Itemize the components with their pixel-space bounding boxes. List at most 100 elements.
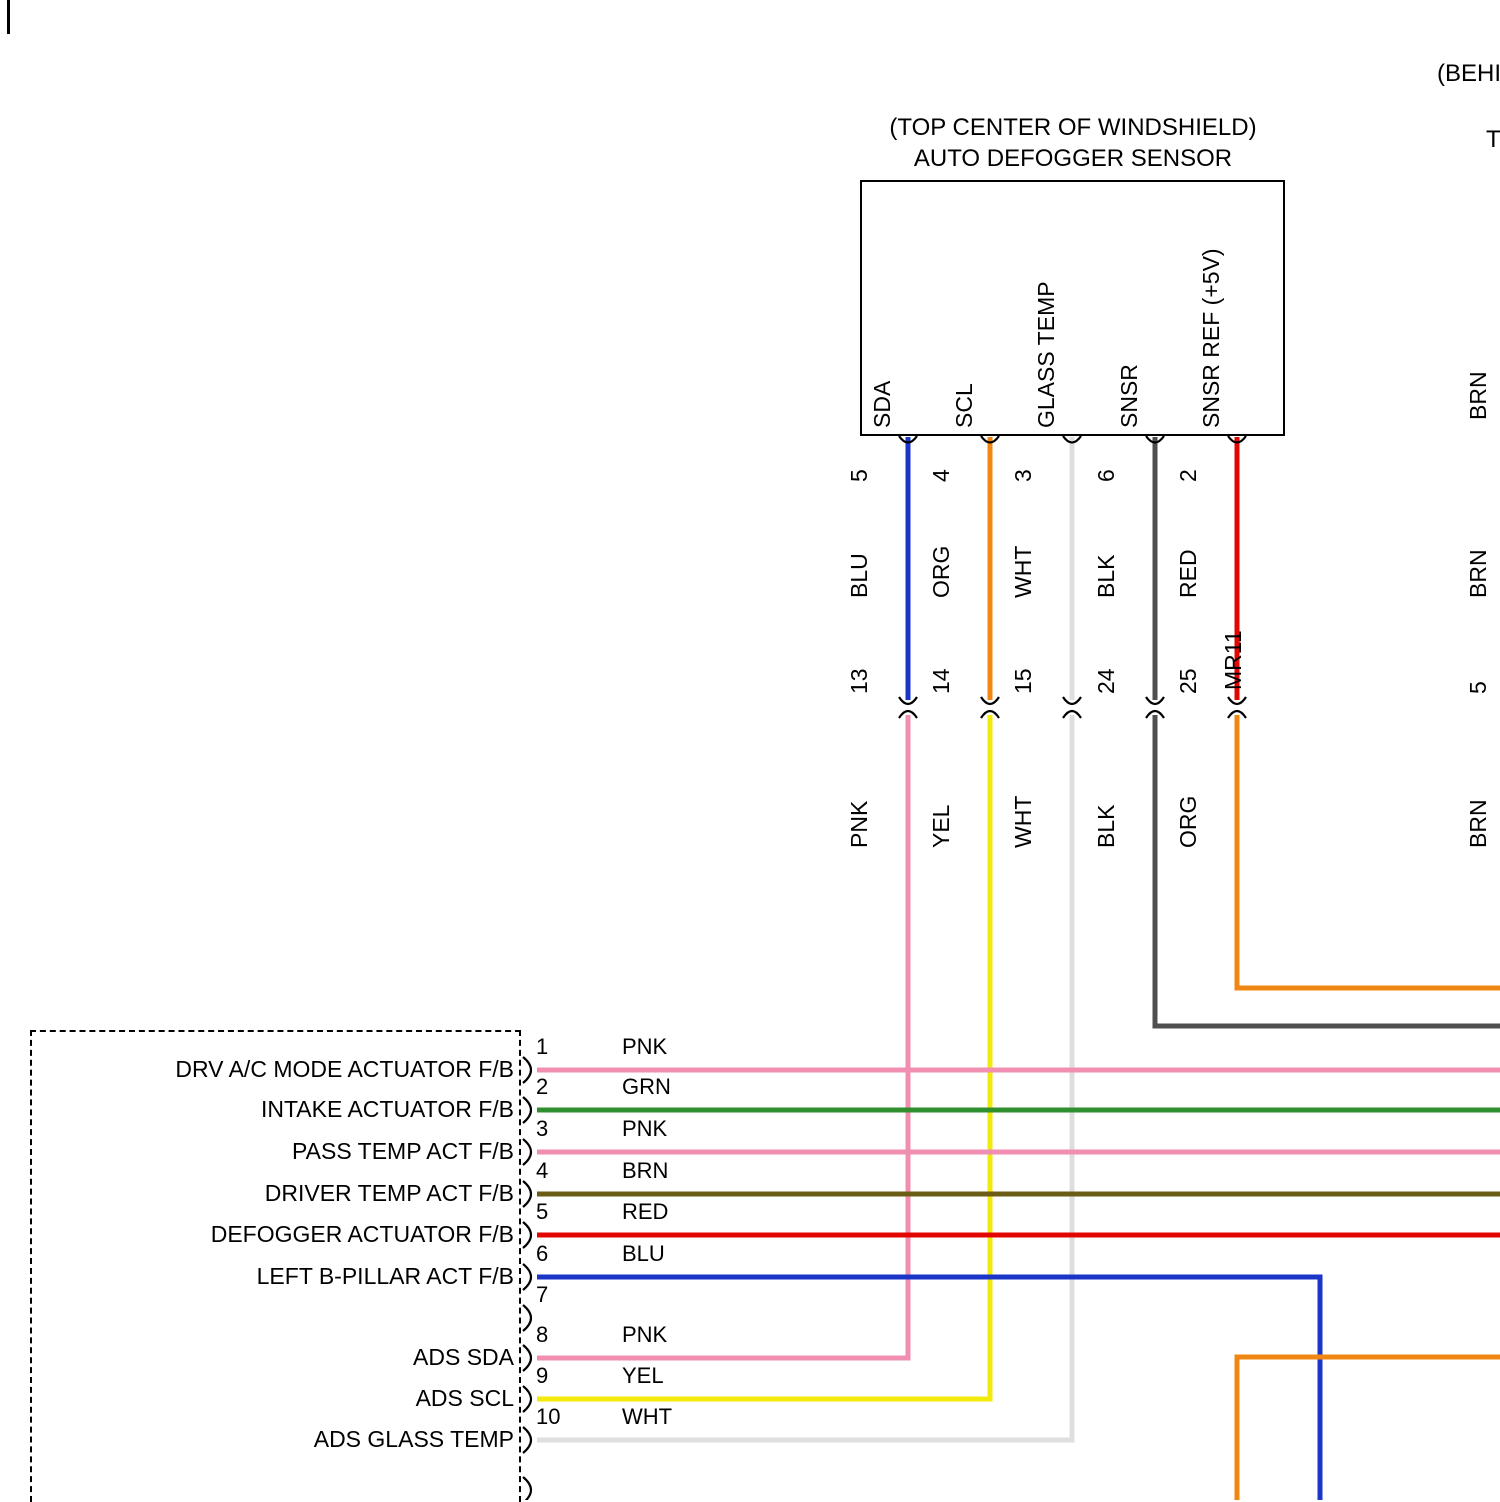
lower-wire-color-label: BLK <box>1093 804 1119 848</box>
left-pin-label: DEFOGGER ACTUATOR F/B <box>210 1221 514 1247</box>
left-pin-number: 6 <box>536 1241 549 1266</box>
wire-lower-SNSR <box>1152 715 1500 1029</box>
right-edge-clipped-label: BRN <box>1465 371 1491 420</box>
left-pin-bracket <box>522 1263 533 1291</box>
left-pin-number: 8 <box>536 1322 549 1347</box>
left-pin-number: 1 <box>536 1034 549 1059</box>
auto-defogger-sensor-outline <box>860 180 1285 436</box>
right-clipped-label: T <box>1486 126 1500 153</box>
junction-pin-label: 15 <box>1010 668 1036 694</box>
left-pin-label: ADS GLASS TEMP <box>313 1426 514 1452</box>
pin-signal-label: SNSR REF (+5V) <box>1198 248 1224 428</box>
left-pin-number: 4 <box>536 1158 549 1183</box>
inline-connector-arc-top <box>898 696 918 706</box>
wire-org-branch <box>1234 1354 1500 1500</box>
upper-wire-color-label: WHT <box>1010 545 1036 598</box>
upper-wire-color-label: BLK <box>1093 554 1119 598</box>
left-pin-number: 7 <box>536 1282 549 1307</box>
left-pin-label: PASS TEMP ACT F/B <box>292 1138 514 1164</box>
right-edge-clipped-label: BRN <box>1465 549 1491 598</box>
top-connector-location-label: (TOP CENTER OF WINDSHIELD) <box>889 114 1257 141</box>
inline-connector-arc-top <box>980 696 1000 706</box>
left-wire-color-label: BLU <box>622 1241 665 1266</box>
left-wire-color-label: GRN <box>622 1074 671 1099</box>
left-connector-outline <box>30 1030 521 1502</box>
left-pin-label: DRV A/C MODE ACTUATOR F/B <box>175 1056 514 1082</box>
upper-wire-color-label: BLU <box>846 553 872 598</box>
left-wire-color-label: YEL <box>622 1363 664 1388</box>
wire-row-6 <box>537 1274 1323 1500</box>
left-pin-bracket <box>522 1476 533 1500</box>
left-pin-label: INTAKE ACTUATOR F/B <box>260 1096 514 1122</box>
left-pin-number: 5 <box>536 1199 549 1224</box>
upper-wire-color-label: ORG <box>928 545 954 598</box>
pin-signal-label: SDA <box>869 380 895 428</box>
wire-lower-GLASS TEMP <box>537 715 1075 1443</box>
pin-number-label: 6 <box>1093 469 1119 482</box>
wire-lower-SNSR REF (+5V) <box>1234 715 1500 991</box>
inline-connector-arc-bottom <box>898 709 918 719</box>
left-pin-bracket <box>522 1344 533 1372</box>
left-pin-label: ADS SCL <box>415 1385 514 1411</box>
left-pin-label: LEFT B-PILLAR ACT F/B <box>256 1263 514 1289</box>
junction-pin-label: 13 <box>846 668 872 694</box>
junction-pin-label: 14 <box>928 668 954 694</box>
pin-socket-arc <box>1227 435 1247 444</box>
left-pin-bracket <box>522 1180 533 1208</box>
pin-socket-arc <box>980 435 1000 444</box>
pin-number-label: 3 <box>1010 469 1036 482</box>
top-connector-name-label: AUTO DEFOGGER SENSOR <box>913 145 1233 172</box>
pin-number-label: 5 <box>846 469 872 482</box>
inline-connector-arc-top <box>1145 696 1165 706</box>
inline-connector-arc-top <box>1062 696 1082 706</box>
lower-wire-color-label: WHT <box>1010 795 1036 848</box>
left-pin-label: DRIVER TEMP ACT F/B <box>264 1180 514 1206</box>
left-wire-color-label: BRN <box>622 1158 669 1183</box>
upper-wire-color-label: RED <box>1175 549 1201 598</box>
pin-socket-arc <box>898 435 918 444</box>
right-edge-clipped-label: 5 <box>1465 681 1491 694</box>
right-edge-clipped-label: BRN <box>1465 799 1491 848</box>
inline-connector-arc-bottom <box>1227 709 1247 719</box>
pin-socket-arc <box>1062 435 1082 444</box>
top-right-clipped-label: (BEHI <box>1437 60 1500 87</box>
pin-number-label: 2 <box>1175 469 1201 482</box>
pin-number-label: 4 <box>928 469 954 482</box>
left-pin-bracket <box>522 1426 533 1454</box>
left-wire-color-label: PNK <box>622 1116 668 1141</box>
left-edge-line <box>7 0 10 34</box>
junction-pin-label: 25 <box>1175 668 1201 694</box>
lower-wire-color-label: YEL <box>928 804 954 848</box>
left-wire-color-label: PNK <box>622 1322 668 1347</box>
lower-wire-color-label: PNK <box>846 800 872 848</box>
left-pin-bracket <box>522 1385 533 1413</box>
left-pin-bracket <box>522 1096 533 1124</box>
pin-signal-label: SNSR <box>1116 364 1142 428</box>
left-wire-color-label: PNK <box>622 1034 668 1059</box>
left-pin-number: 9 <box>536 1363 549 1388</box>
inline-connector-arc-top <box>1227 696 1247 706</box>
inline-connector-arc-bottom <box>1145 709 1165 719</box>
left-pin-bracket <box>522 1138 533 1166</box>
wire-lower-SDA <box>537 715 911 1361</box>
inline-connector-arc-bottom <box>1062 709 1082 719</box>
left-pin-bracket <box>522 1056 533 1084</box>
left-pin-number: 10 <box>536 1404 561 1429</box>
left-pin-label: ADS SDA <box>413 1344 514 1370</box>
junction-pin-label: 24 <box>1093 668 1119 694</box>
inline-connector-arc-bottom <box>980 709 1000 719</box>
left-pin-number: 2 <box>536 1074 549 1099</box>
connector-id-label: MR11 <box>1220 630 1246 690</box>
lower-wire-color-label: ORG <box>1175 795 1201 848</box>
left-pin-bracket <box>522 1221 533 1249</box>
pin-signal-label: SCL <box>951 383 977 428</box>
left-pin-bracket <box>522 1304 533 1332</box>
pin-signal-label: GLASS TEMP <box>1033 281 1059 428</box>
left-wire-color-label: WHT <box>622 1404 673 1429</box>
left-pin-number: 3 <box>536 1116 549 1141</box>
top-connector-title: (TOP CENTER OF WINDSHIELD) AUTO DEFOGGER… <box>823 112 1323 174</box>
left-wire-color-label: RED <box>622 1199 669 1224</box>
wire-lower-SCL <box>537 715 993 1402</box>
